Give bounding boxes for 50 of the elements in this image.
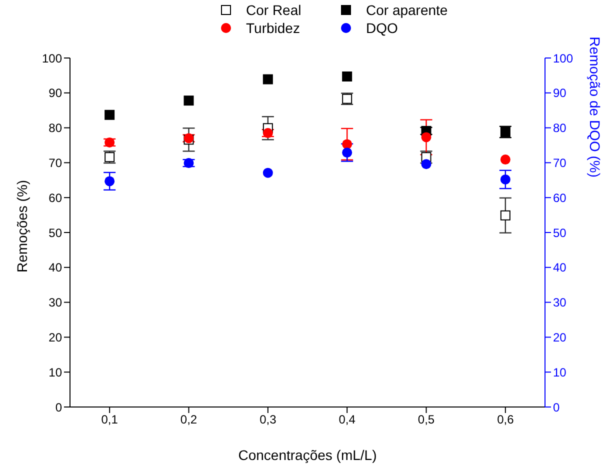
y-tick-label: 10	[48, 365, 62, 380]
y-tick-label: 50	[48, 226, 62, 240]
legend-label: Turbidez	[246, 20, 300, 36]
x-tick-label: 0,5	[418, 412, 435, 427]
y2-tick-label: 40	[553, 260, 567, 275]
point	[262, 168, 273, 178]
point	[500, 174, 510, 184]
y-tick-label: 0	[55, 400, 62, 414]
y2-tick-label: 20	[553, 330, 567, 344]
x-tick-label: 0,6	[497, 412, 514, 427]
point	[500, 154, 510, 165]
point	[421, 132, 432, 142]
point	[262, 128, 273, 138]
y2-tick-label: 30	[553, 296, 567, 310]
y-tick-label: 100	[42, 51, 62, 66]
y-tick-label: 60	[48, 190, 62, 205]
point	[342, 148, 352, 158]
point	[342, 139, 352, 150]
y-tick-label: 90	[48, 86, 62, 100]
x-axis-title: Concentrações (mL/L)	[238, 447, 377, 463]
y-tick-label: 40	[48, 260, 62, 275]
y-axis-title: Remoções (%)	[14, 180, 30, 272]
y2-tick-label: 80	[553, 121, 567, 136]
x-tick-label: 0,2	[180, 412, 198, 427]
point	[184, 96, 194, 106]
legend-label: Cor aparente	[366, 2, 448, 18]
point	[421, 159, 432, 170]
point	[262, 74, 273, 84]
point	[104, 110, 115, 120]
y-tick-label: 20	[48, 330, 62, 344]
y-tick-label: 80	[48, 121, 62, 136]
y2-tick-label: 0	[553, 400, 560, 414]
y2-tick-label: 60	[553, 190, 567, 205]
point	[104, 176, 115, 186]
x-tick-label: 0,4	[338, 412, 356, 427]
legend-label: Cor Real	[246, 2, 302, 18]
x-tick-label: 0,3	[260, 412, 277, 427]
point	[500, 210, 510, 220]
y2-tick-label: 70	[553, 156, 567, 170]
y-tick-label: 70	[48, 156, 62, 170]
y2-tick-label: 50	[553, 226, 567, 240]
y2-tick-label: 10	[553, 365, 567, 380]
x-tick-label: 0,1	[101, 412, 118, 427]
y2-tick-label: 100	[553, 51, 574, 66]
y2-axis-title: Remoção de DQO (%)	[587, 36, 604, 178]
point	[104, 137, 115, 148]
legend-label: DQO	[366, 20, 398, 36]
point	[342, 71, 352, 82]
y2-tick-label: 90	[553, 86, 567, 100]
y-tick-label: 30	[48, 296, 62, 310]
